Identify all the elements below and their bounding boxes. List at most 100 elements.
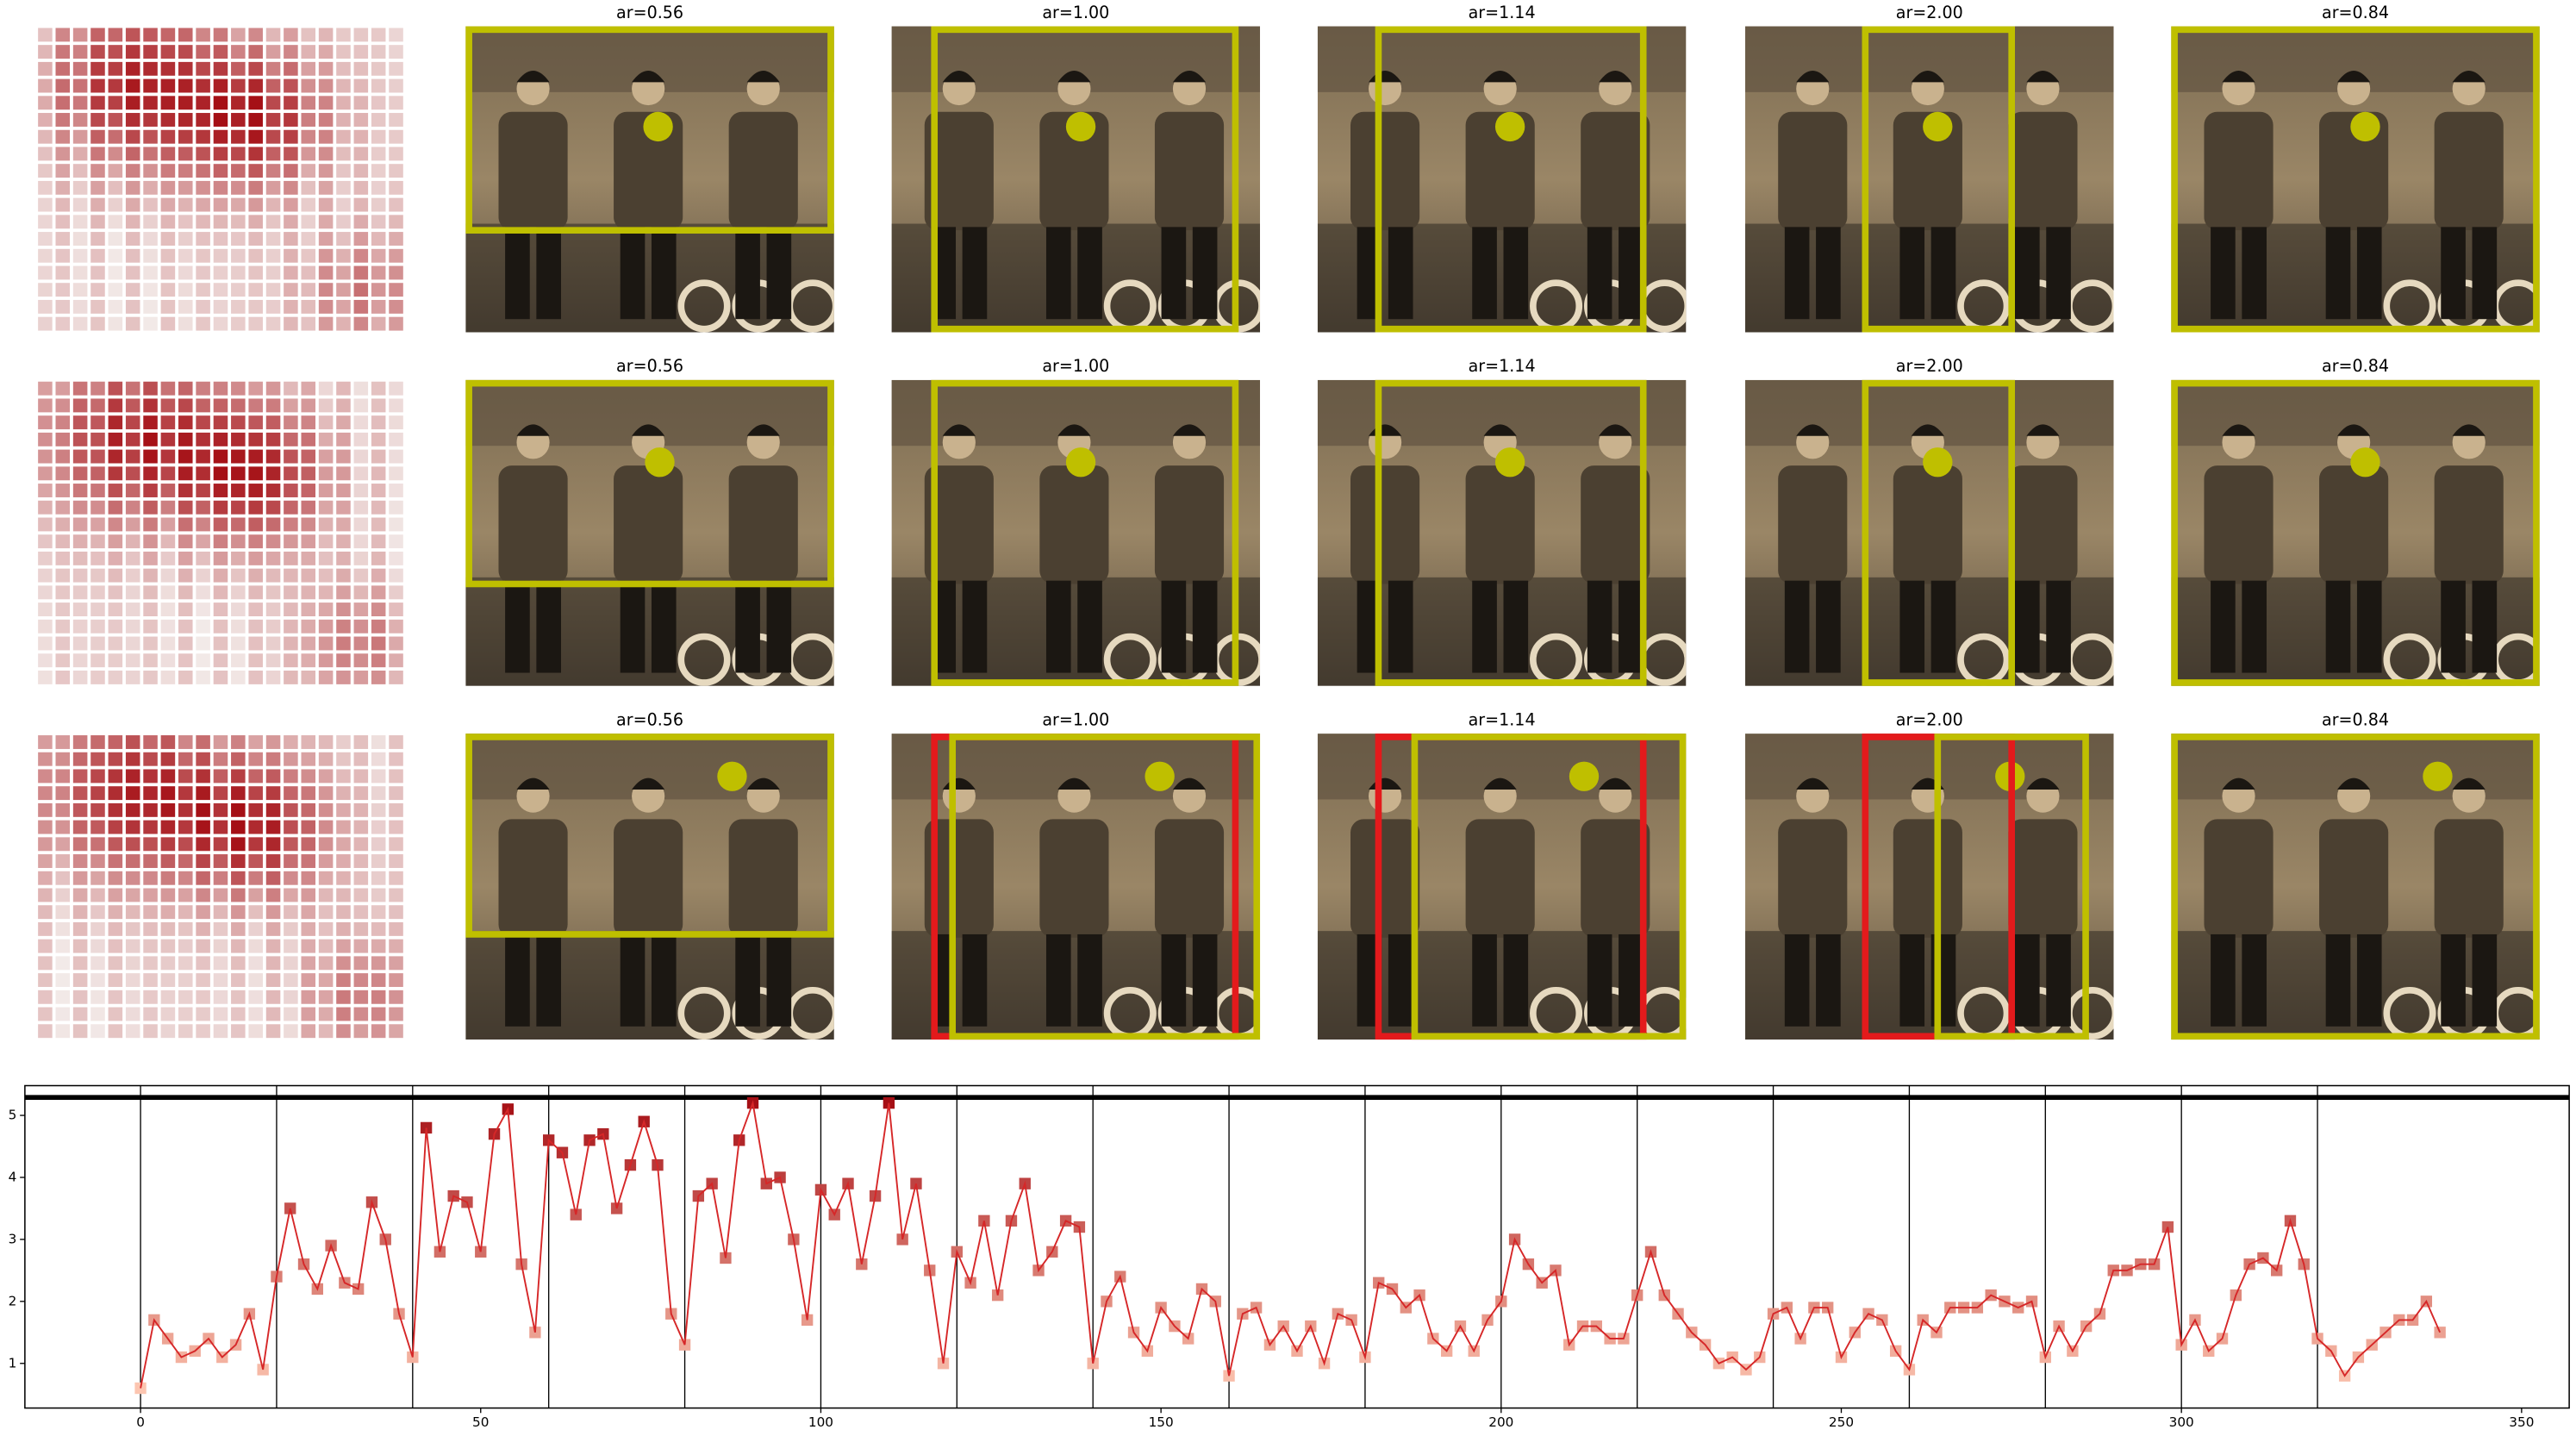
heatmap-cell: [178, 500, 193, 515]
heatmap-cell: [265, 96, 281, 110]
heatmap-cell: [160, 129, 176, 144]
heatmap-cell: [72, 990, 88, 1004]
panel-title: ar=1.14: [1469, 710, 1536, 729]
heatmap-cell: [55, 432, 71, 446]
heatmap-cell: [108, 398, 123, 413]
heatmap-cell: [301, 670, 316, 684]
heatmap-cell: [336, 973, 351, 988]
heatmap-cell: [371, 147, 386, 161]
heatmap-cell: [284, 415, 298, 430]
heatmap-cell: [265, 197, 281, 212]
heatmap-cell: [265, 398, 281, 413]
heatmap-cell: [318, 602, 334, 616]
heatmap-cell: [318, 585, 334, 600]
heatmap-cell: [265, 299, 281, 314]
heatmap-cell: [265, 653, 281, 668]
heatmap-cell: [38, 568, 53, 583]
photo: [892, 27, 1262, 333]
heatmap-cell: [371, 921, 386, 936]
heatmap-cell: [125, 956, 140, 971]
heatmap-cell: [72, 484, 88, 497]
heatmap-cell: [55, 551, 71, 565]
heatmap-cell: [318, 283, 334, 297]
heatmap-cell: [318, 921, 334, 936]
heatmap-cell: [90, 769, 105, 784]
heatmap-cell: [38, 164, 53, 178]
heatmap-cell: [90, 113, 105, 127]
heatmap-cell: [336, 28, 351, 42]
heatmap-cell: [353, 78, 369, 93]
heatmap-cell: [90, 534, 105, 549]
heatmap-cell: [231, 299, 246, 314]
heatmap-cell: [160, 28, 176, 42]
heatmap-cell: [248, 484, 263, 497]
heatmap-cell: [336, 585, 351, 600]
heatmap-cell: [108, 415, 123, 430]
heatmap-cell: [143, 415, 158, 430]
heatmap-cell: [248, 61, 263, 76]
point-marker: [2350, 111, 2380, 142]
heatmap-cell: [371, 854, 386, 868]
heatmap-cell: [231, 769, 246, 784]
heatmap-cell: [125, 752, 140, 766]
heatmap-cell: [231, 398, 246, 413]
heatmap-cell: [353, 113, 369, 127]
heatmap-cell: [389, 735, 403, 749]
heatmap-cell: [160, 197, 176, 212]
heatmap-cell: [336, 265, 351, 280]
heatmap-cell: [108, 568, 123, 583]
heatmap-cell: [160, 973, 176, 988]
heatmap-cell: [160, 802, 176, 817]
heatmap-cell: [336, 164, 351, 178]
heatmap-cell: [284, 129, 298, 144]
heatmap-cell: [72, 113, 88, 127]
heatmap-cell: [55, 517, 71, 532]
heatmap-cell: [160, 670, 176, 684]
heatmap-cell: [284, 517, 298, 532]
heatmap-cell: [125, 164, 140, 178]
heatmap-cell: [318, 415, 334, 430]
heatmap-cell: [90, 973, 105, 988]
heatmap-cell: [160, 215, 176, 229]
heatmap-cell: [248, 449, 263, 464]
heatmap-cell: [284, 905, 298, 920]
heatmap-cell: [72, 1007, 88, 1021]
heatmap-cell: [90, 1024, 105, 1039]
x-tick-label: 0: [136, 1414, 145, 1430]
heatmap-cell: [371, 197, 386, 212]
heatmap-cell: [125, 636, 140, 651]
heatmap-cell: [301, 939, 316, 953]
heatmap-cell: [143, 752, 158, 766]
heatmap-cell: [265, 551, 281, 565]
heatmap-cell: [231, 1024, 246, 1039]
heatmap-cell: [143, 466, 158, 481]
panel-title: ar=1.00: [1042, 710, 1109, 729]
heatmap-cell: [108, 1007, 123, 1021]
heatmap-cell: [265, 1024, 281, 1039]
heatmap-cell: [160, 265, 176, 280]
heatmap-cell: [389, 45, 403, 59]
heatmap-cell: [301, 1024, 316, 1039]
panel-title: ar=0.84: [2322, 710, 2389, 729]
heatmap-cell: [284, 973, 298, 988]
heatmap-cell: [72, 871, 88, 885]
heatmap-cell: [143, 837, 158, 852]
heatmap-cell: [248, 299, 263, 314]
heatmap-cell: [213, 517, 228, 532]
heatmap-cell: [72, 500, 88, 515]
heatmap-cell: [371, 180, 386, 195]
heatmap-cell: [301, 636, 316, 651]
heatmap-cell: [248, 129, 263, 144]
y-tick-label: 3: [9, 1231, 17, 1246]
heatmap-cell: [125, 769, 140, 784]
heatmap-cell: [178, 78, 193, 93]
heatmap-cell: [248, 551, 263, 565]
heatmap-cell: [125, 415, 140, 430]
heatmap-cell: [248, 568, 263, 583]
heatmap-cell: [336, 568, 351, 583]
heatmap-cell: [196, 517, 210, 532]
y-tick-label: 2: [9, 1293, 17, 1308]
heatmap-cell: [160, 921, 176, 936]
heatmap-cell: [72, 232, 88, 246]
heatmap-cell: [178, 215, 193, 229]
